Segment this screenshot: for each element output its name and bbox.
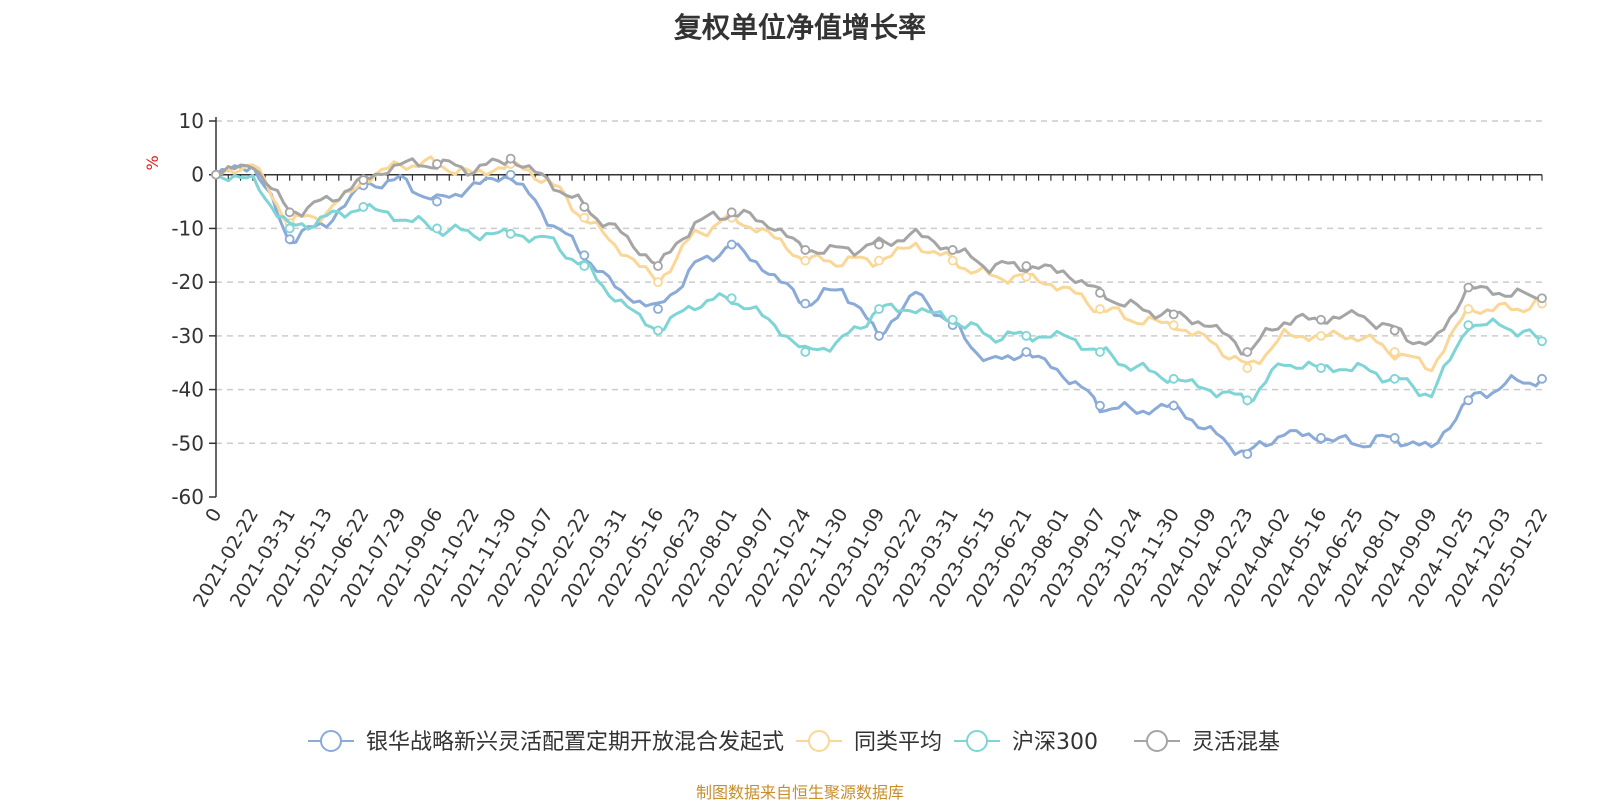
legend-label: 银华战略新兴灵活配置定期开放混合发起式	[366, 730, 784, 755]
data-point	[874, 330, 884, 341]
data-point	[284, 207, 295, 218]
data-point	[1095, 347, 1105, 357]
data-point	[1316, 433, 1326, 443]
data-point	[1537, 373, 1547, 384]
data-point	[1463, 282, 1474, 293]
plot-area	[211, 153, 1547, 459]
grid-lines	[216, 120, 1542, 445]
data-point	[1463, 304, 1474, 314]
data-point	[1389, 347, 1400, 357]
series-4	[211, 153, 1547, 357]
data-point	[653, 304, 663, 314]
data-point	[284, 223, 295, 234]
data-point	[1389, 433, 1400, 443]
y-tick-label: -10	[171, 216, 204, 240]
legend-swatch-marker	[966, 730, 988, 752]
data-point	[579, 261, 590, 271]
data-point	[1537, 336, 1547, 347]
legend-item[interactable]: 沪深300	[954, 730, 1098, 755]
data-point	[653, 277, 663, 288]
legend[interactable]: 银华战略新兴灵活配置定期开放混合发起式 同类平均 沪深300 灵活混基	[308, 730, 1280, 755]
data-point	[1242, 363, 1253, 373]
y-tick-label: -40	[171, 378, 204, 402]
data-point	[874, 239, 884, 250]
data-point	[1316, 363, 1326, 373]
data-point	[1389, 373, 1400, 384]
data-point	[432, 223, 442, 234]
line-chart: 10 0 -10 -20 -30 -40 -50 -60% 02021-02-222021-0…	[143, 109, 1552, 755]
y-axis: 10 0 -10 -20 -30 -40 -50 -60%	[143, 109, 217, 509]
data-point	[1168, 320, 1179, 331]
series-line	[215, 173, 1543, 406]
y-tick-label: -50	[171, 431, 204, 455]
data-point	[358, 202, 369, 212]
data-point	[800, 255, 811, 266]
data-point	[1242, 395, 1253, 406]
chart-title: 复权单位净值增长率	[673, 11, 926, 44]
y-tick-label: 10	[179, 109, 204, 133]
legend-swatch-marker	[320, 730, 342, 752]
data-point	[800, 298, 811, 309]
data-point	[653, 261, 663, 271]
y-tick-label: -60	[171, 485, 204, 509]
data-point	[1095, 304, 1105, 314]
data-point	[432, 159, 442, 169]
data-point	[1021, 347, 1032, 357]
x-tick-label: 0	[201, 505, 226, 526]
legend-label: 沪深300	[1012, 730, 1098, 755]
data-point	[1537, 293, 1547, 304]
data-point	[947, 255, 958, 266]
x-axis: 02021-02-222021-03-312021-05-132021-06-2…	[189, 173, 1552, 611]
data-point	[800, 245, 811, 255]
data-point	[505, 153, 516, 164]
data-point	[1021, 330, 1032, 341]
data-point	[579, 212, 590, 223]
data-point	[1316, 330, 1326, 341]
data-point	[1242, 347, 1253, 357]
data-point	[1463, 320, 1474, 331]
y-tick-label: -20	[171, 270, 204, 294]
data-point	[284, 234, 295, 245]
legend-item[interactable]: 银华战略新兴灵活配置定期开放混合发起式	[308, 730, 784, 755]
y-tick-label: -30	[171, 324, 204, 348]
data-point	[579, 202, 590, 212]
legend-swatch-marker	[1146, 730, 1168, 752]
data-point	[800, 347, 811, 357]
data-point	[1168, 373, 1179, 384]
data-point	[1168, 400, 1179, 411]
data-point	[1021, 261, 1032, 271]
legend-label: 灵活混基	[1192, 730, 1280, 755]
legend-item[interactable]: 灵活混基	[1134, 730, 1280, 755]
legend-swatch-marker	[808, 730, 830, 752]
y-tick-label: 0	[191, 163, 204, 187]
data-point	[1168, 309, 1179, 320]
series-1	[211, 164, 1547, 459]
legend-label: 同类平均	[854, 730, 942, 755]
data-point	[358, 175, 369, 185]
data-point	[505, 228, 516, 239]
data-point	[432, 196, 442, 207]
data-point	[211, 169, 221, 180]
data-point	[1389, 325, 1400, 336]
legend-item[interactable]: 同类平均	[796, 730, 942, 755]
data-point	[1242, 449, 1253, 459]
data-point	[874, 255, 884, 266]
data-point	[726, 239, 737, 250]
data-point	[1021, 271, 1032, 282]
data-point	[1463, 395, 1474, 406]
data-point	[947, 314, 958, 325]
data-point	[579, 250, 590, 261]
data-point	[726, 207, 737, 218]
data-point	[505, 169, 516, 180]
data-point	[653, 325, 663, 336]
data-source-note: 制图数据来自恒生聚源数据库	[695, 783, 904, 802]
data-point	[726, 293, 737, 304]
data-point	[874, 304, 884, 314]
data-point	[1095, 287, 1105, 298]
data-point	[947, 245, 958, 255]
y-axis-unit: %	[143, 155, 162, 170]
data-point	[1095, 400, 1105, 411]
data-point	[1316, 314, 1326, 325]
series-3	[211, 169, 1547, 406]
